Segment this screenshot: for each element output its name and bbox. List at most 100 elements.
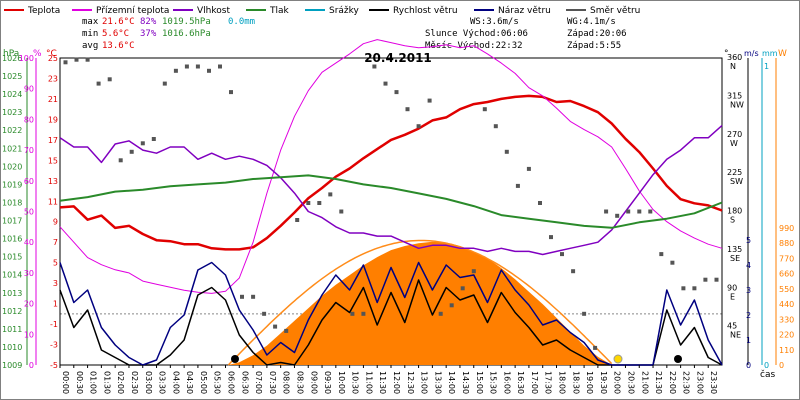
x-tick-label: 11:30 [378,371,387,394]
wind-direction-point [350,311,355,316]
legend-label: Tlak [269,6,290,16]
x-tick-label: 21:30 [654,371,663,394]
hpa-tick: 1013 [2,289,22,298]
c-tick: 15 [48,156,58,165]
stats-avg-temp: 13.6°C [102,41,135,51]
wind-direction-point [626,209,631,214]
wind-direction-point [692,286,697,291]
w-tick: 220 [779,331,794,340]
x-tick-label: 16:00 [502,371,511,394]
wind-direction-point [482,107,487,112]
pct-tick: 20 [24,300,34,309]
sun-theoretical-curve [227,239,613,366]
hpa-tick: 1012 [2,307,22,316]
wind-direction-point [63,60,68,65]
wind-direction-point [515,183,520,188]
x-tick-label: 22:30 [682,371,691,394]
x-tick-label: 04:30 [185,371,194,394]
wind-direction-point [273,324,278,329]
w-tick: 330 [779,315,794,324]
w-tick: 110 [779,346,794,355]
hpa-tick: 1021 [2,144,22,153]
wind-direction-point [637,209,642,214]
wind-direction-point [328,192,333,197]
series-line-tlak [59,174,723,229]
wind-direction-point [107,77,112,82]
sun-radiation-series [228,241,612,365]
wind-direction-point [449,303,454,308]
x-tick-label: 15:30 [489,371,498,394]
x-tick-label: 04:00 [171,371,180,394]
hpa-tick: 1011 [2,325,22,334]
x-tick-label: 00:00 [61,371,70,394]
wind-direction-point [604,209,609,214]
x-tick-label: 02:30 [130,371,139,394]
hpa-tick: 1016 [2,235,22,244]
ms-tick: 5 [746,236,751,245]
x-tick-label: 17:00 [530,371,539,394]
hpa-tick: 1026 [2,54,22,63]
wind-direction-point [118,158,123,163]
w-unit: W [778,49,787,59]
hpa-tick: 1024 [2,90,22,99]
w-tick: 880 [779,239,794,248]
x-tick-label: 13:30 [433,371,442,394]
wind-direction-point [306,201,311,205]
x-tick-label: 10:00 [337,371,346,394]
info-sun-set: Západ:20:06 [567,29,627,39]
series-line-teplota [59,94,723,251]
c-tick: 13 [48,177,58,186]
w-tick: 660 [779,270,794,279]
dir-tick: 180 [727,207,742,216]
c-tick: 19 [48,115,58,124]
wind-direction-point [571,269,576,274]
ms-tick: 4 [746,261,751,270]
c-tick: 1 [53,300,58,309]
c-tick: 9 [53,218,58,227]
x-tick-label: 19:00 [585,371,594,394]
legend-label: Směr větru [590,6,640,16]
c-tick: 11 [48,197,58,206]
mm-tick: 0 [764,361,769,370]
stats-max-rain: 0.0mm [228,17,255,27]
x-tick-label: 09:00 [309,371,318,394]
w-tick: 440 [779,300,794,309]
c-tick: -5 [50,361,58,370]
legend-label: Přízemní teplota [96,6,169,16]
ms-tick: 2 [746,311,751,320]
hpa-tick: 1009 [2,361,22,370]
wind-direction-point [96,81,101,86]
wind-direction-point [195,64,200,69]
series-line-p-zemn-teplota [59,39,723,294]
wind-direction-point [85,57,90,62]
x-tick-label: 15:00 [475,371,484,394]
wind-direction-point [471,269,476,274]
dir-name: E [730,292,735,301]
hpa-tick: 1019 [2,180,22,189]
wind-direction-point [582,311,587,316]
stats-max-hum: 82% [140,17,157,27]
hpa-tick: 1015 [2,253,22,262]
ms-tick: 0 [746,361,751,370]
c-tick: -3 [50,341,58,350]
series-line-vlhkost [59,124,723,256]
w-tick: 990 [779,224,794,233]
info-sun: Slunce Východ:06:06 [425,29,528,39]
x-tick-label: 05:00 [199,371,208,394]
hpa-tick: 1018 [2,198,22,207]
wind-direction-point [670,260,675,265]
wind-direction-point [405,107,410,112]
x-tick-label: 18:00 [558,371,567,394]
c-unit: °C [46,49,57,59]
legend: Teplota Přízemní teplota Vlhkost Tlak Srážky… [4,6,640,16]
wind-direction-point [504,149,509,154]
x-tick-label: 06:30 [240,371,249,394]
info-ws: WS:3.6m/s [470,17,519,27]
hpa-tick: 1017 [2,217,22,226]
wind-direction-point [460,286,465,291]
pct-tick: 50 [24,208,34,217]
wind-direction-point [284,328,289,333]
hpa-tick: 1010 [2,343,22,352]
hpa-tick: 1025 [2,72,22,81]
